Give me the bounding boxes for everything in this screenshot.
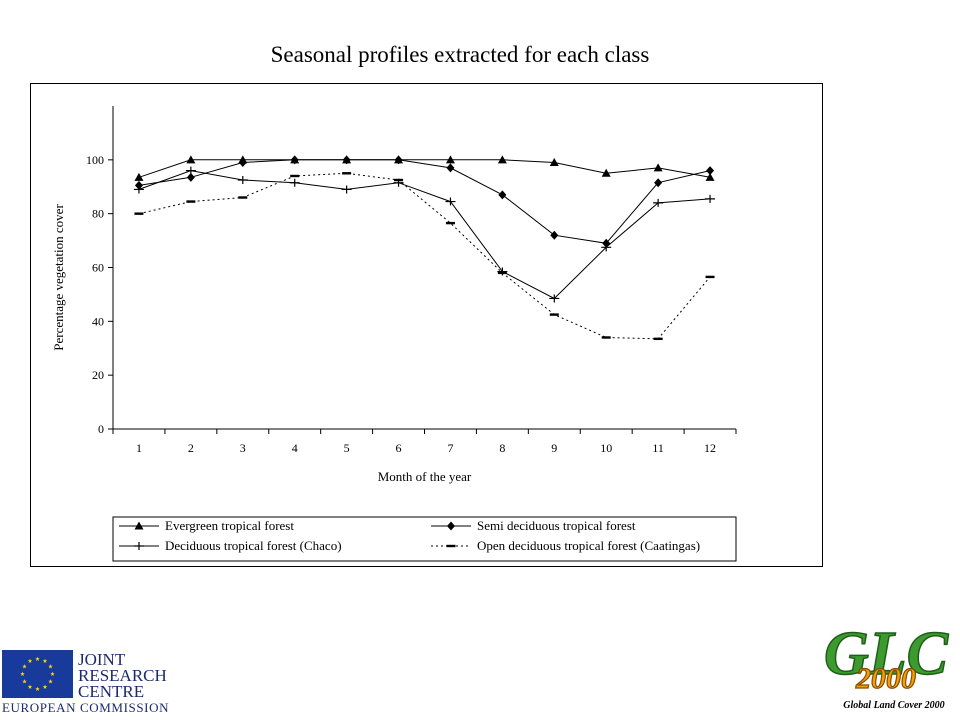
triangle-marker	[653, 163, 663, 172]
plus-marker	[133, 185, 144, 194]
y-tick-label: 0	[98, 422, 104, 436]
glc2000-logo: GLC 2000 Global Land Cover 2000	[823, 619, 949, 711]
series-line	[138, 159, 711, 178]
dash-marker	[394, 178, 404, 182]
plus-marker	[705, 194, 716, 203]
chart-frame: 0 20 40 60 80 100 1 2 3 4 5 6 7 8 9 10 11 12 Month of the …	[30, 83, 823, 567]
glc-year: 2000	[855, 662, 916, 695]
y-tick-label: 60	[92, 261, 104, 275]
diamond-marker	[706, 166, 715, 176]
dash-marker	[601, 336, 611, 339]
x-tick-label: 9	[551, 441, 557, 455]
dash-marker	[186, 200, 196, 203]
triangle-marker	[601, 168, 611, 177]
series-3	[133, 166, 716, 303]
legend-label: Semi deciduous tropical forest	[477, 518, 636, 533]
dash-marker	[445, 221, 455, 225]
series-4	[134, 172, 715, 341]
y-tick-label: 40	[92, 314, 104, 328]
diamond-marker	[498, 190, 507, 200]
x-tick-label: 8	[499, 441, 505, 455]
plus-marker	[497, 267, 508, 276]
dash-marker	[238, 196, 248, 199]
triangle-marker	[445, 155, 455, 164]
x-tick-label: 6	[396, 441, 402, 455]
triangle-marker	[705, 172, 715, 181]
y-axis-label: Percentage vegetation cover	[51, 204, 66, 351]
dash-marker	[653, 337, 663, 341]
jrc-text-line4: EUROPEAN COMMISSION	[2, 700, 169, 714]
eu-flag-icon	[2, 650, 73, 698]
dash-marker	[497, 271, 507, 275]
jrc-text-line2: RESEARCH	[78, 666, 167, 685]
diamond-marker	[550, 230, 559, 240]
series-line	[138, 170, 711, 300]
series-line	[138, 172, 711, 340]
triangle-marker	[497, 155, 507, 164]
dash-marker	[705, 275, 715, 279]
glc-caption: Global Land Cover 2000	[843, 700, 944, 711]
x-tick-label: 5	[344, 441, 350, 455]
x-axis-label: Month of the year	[378, 469, 472, 484]
diamond-marker	[238, 158, 247, 168]
x-tick-label: 1	[136, 441, 142, 455]
triangle-marker	[549, 158, 559, 167]
x-tick-label: 7	[447, 441, 453, 455]
jrc-text-line3: CENTRE	[78, 682, 144, 701]
plus-marker	[549, 294, 560, 303]
triangle-marker	[134, 172, 144, 181]
x-tick-label: 4	[292, 441, 298, 455]
y-tick-label: 100	[86, 153, 104, 167]
diamond-marker	[342, 155, 351, 165]
legend-label: Evergreen tropical forest	[165, 518, 294, 533]
legend-box	[112, 516, 737, 562]
jrc-text-line1: JOINT	[78, 650, 126, 669]
diamond-marker	[394, 155, 403, 165]
legend-item: Evergreen tropical forest	[119, 518, 294, 533]
chart-legend: Evergreen tropical forest Semi deciduous …	[112, 516, 737, 562]
triangle-marker	[134, 521, 144, 530]
plus-marker	[445, 197, 456, 206]
legend-label: Deciduous tropical forest (Chaco)	[165, 538, 342, 553]
dash-marker	[549, 313, 559, 316]
diamond-marker	[447, 521, 455, 531]
x-tick-label: 10	[600, 441, 612, 455]
dash-marker	[342, 172, 352, 175]
diamond-marker	[186, 172, 195, 182]
x-tick-label: 12	[704, 441, 716, 455]
plus-marker	[237, 176, 248, 185]
diamond-marker	[446, 163, 455, 173]
triangle-marker	[186, 155, 196, 164]
y-tick-label: 20	[92, 368, 104, 382]
series-2	[134, 155, 715, 248]
diamond-marker	[654, 178, 663, 188]
legend-item: Deciduous tropical forest (Chaco)	[119, 538, 342, 553]
x-tick-label: 2	[188, 441, 194, 455]
x-tick-label: 3	[240, 441, 246, 455]
legend-item: Open deciduous tropical forest (Caatinga…	[431, 538, 700, 553]
page-title: Seasonal profiles extracted for each cla…	[270, 42, 650, 67]
jrc-logo: JOINT RESEARCH CENTRE EUROPEAN COMMISSIO…	[2, 650, 169, 714]
dash-marker	[446, 544, 456, 548]
plus-marker	[134, 542, 144, 550]
series-line	[138, 159, 711, 244]
x-tick-label: 11	[652, 441, 664, 455]
diamond-marker	[134, 180, 143, 190]
plus-marker	[185, 166, 196, 175]
legend-item: Semi deciduous tropical forest	[431, 518, 636, 533]
dash-marker	[134, 212, 144, 215]
glc-letters: GLC	[824, 620, 949, 688]
plus-marker	[341, 185, 352, 194]
plus-marker	[601, 243, 612, 252]
plus-marker	[653, 198, 664, 207]
y-tick-label: 80	[92, 207, 104, 221]
legend-label: Open deciduous tropical forest (Caatinga…	[477, 538, 700, 553]
plus-marker	[289, 178, 300, 187]
dash-marker	[290, 174, 300, 178]
diamond-marker	[290, 155, 299, 165]
